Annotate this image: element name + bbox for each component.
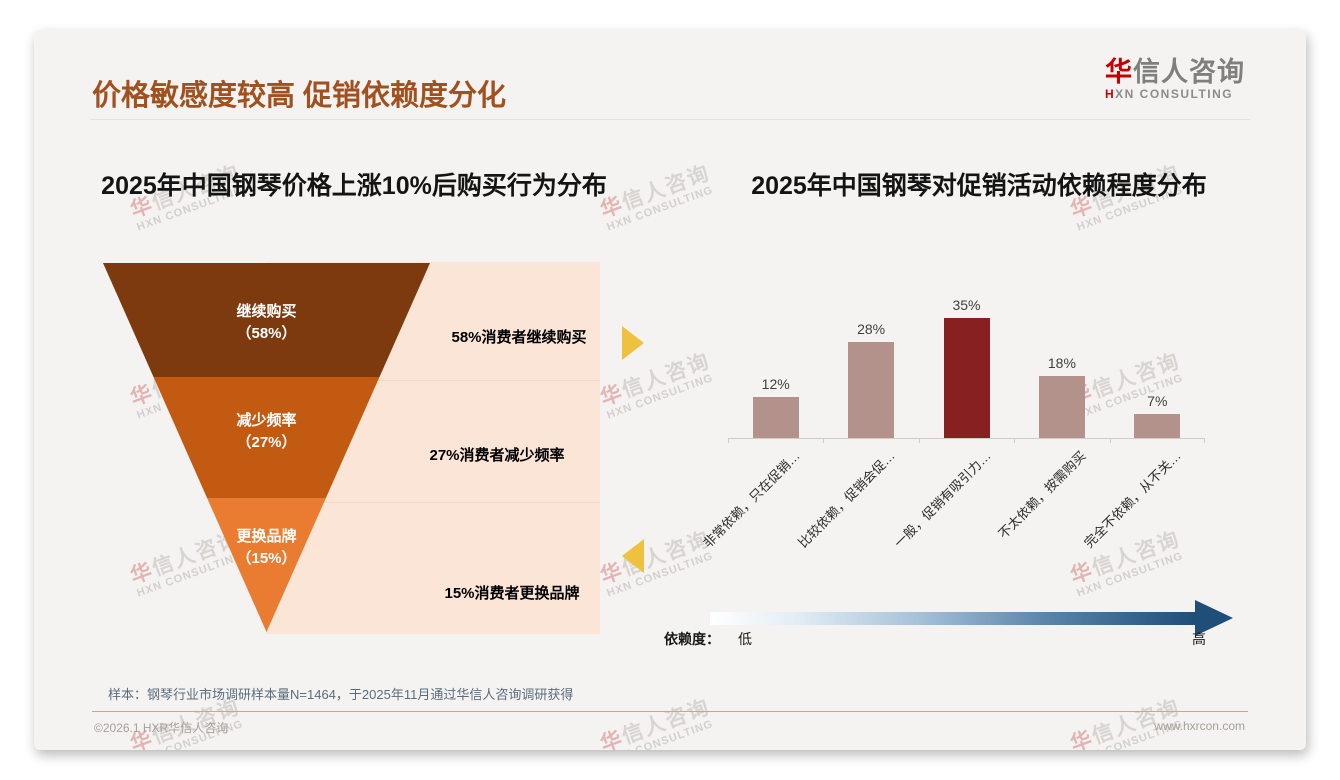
bar-value-label: 28% xyxy=(857,321,886,337)
logo-english-text: HXN CONSULTING xyxy=(1105,87,1234,102)
funnel-annotation-panel: 58%消费者继续购买 27%消费者减少频率 15%消费者更换品牌 xyxy=(266,262,600,634)
funnel-segment-label: 减少频率 （27%） xyxy=(236,412,297,451)
annotation-text: 15%消费者更换品牌 xyxy=(444,585,580,602)
title-divider xyxy=(90,119,1250,120)
right-arrow-icon xyxy=(622,326,644,360)
axis-tick xyxy=(728,438,729,443)
bar-category-label: 不太依赖，按需购买 xyxy=(995,448,1089,542)
bar-category-label: 非常依赖，只在促销… xyxy=(699,448,803,551)
left-arrow-icon xyxy=(622,539,644,573)
funnel-segment-label: 继续购买 （58%） xyxy=(236,303,297,342)
annotation-text: 58%消费者继续购买 xyxy=(451,329,587,346)
axis-tick xyxy=(919,438,920,443)
bar-plot: 12% 非常依赖，只在促销… 28% 比较依赖，促销会促… 35% 一般，促销有吸引力… 1… xyxy=(700,280,1205,551)
dependency-gradient-bar xyxy=(710,612,1195,625)
bar xyxy=(848,342,895,438)
bar-category-label: 一般，促销有吸引力… xyxy=(890,448,994,551)
bar-value-label: 7% xyxy=(1147,393,1168,409)
funnel-segment-label: 更换品牌 （15%） xyxy=(236,528,297,567)
axis-tick xyxy=(1110,438,1111,443)
bar-value-label: 35% xyxy=(952,297,981,313)
bar-category-label: 比较依赖，促销会促… xyxy=(795,448,898,551)
bar-value-label: 12% xyxy=(761,376,790,392)
annotation-row xyxy=(266,502,600,634)
bar-chart-title: 2025年中国钢琴对促销活动依赖程度分布 xyxy=(751,172,1207,200)
bar xyxy=(752,397,799,438)
dependency-axis-label: 依赖度： xyxy=(664,631,720,647)
axis-tick xyxy=(823,438,824,443)
funnel-chart-title: 2025年中国钢琴价格上涨10%后购买行为分布 xyxy=(101,172,607,200)
copyright-text: ©2026.1 HXR华信人咨询 xyxy=(94,721,229,735)
dependency-arrowhead-icon xyxy=(1195,600,1233,636)
bar xyxy=(943,318,990,438)
funnel-segment-continue xyxy=(103,263,430,377)
footer-divider xyxy=(92,711,1248,712)
axis-tick xyxy=(1014,438,1015,443)
website-text: www.hxrcon.com xyxy=(1154,719,1245,733)
bar xyxy=(1038,376,1085,438)
funnel-chart: 继续购买 （58%） 减少频率 （27%） 更换品牌 （15%） xyxy=(103,263,430,632)
sample-footnote: 样本：钢琴行业市场调研样本量N=1464，于2025年11月通过华信人咨询调研获… xyxy=(108,687,574,702)
dependency-high-label: 高 xyxy=(1192,631,1206,647)
axis-tick xyxy=(1204,438,1205,443)
annotation-text: 27%消费者减少频率 xyxy=(429,447,565,464)
logo-chinese-text: 华信人咨询 xyxy=(1105,57,1245,87)
bar-value-label: 18% xyxy=(1047,355,1076,371)
company-logo: 华信人咨询 HXN CONSULTING xyxy=(1105,58,1245,101)
page-title: 价格敏感度较高 促销依赖度分化 xyxy=(92,80,507,112)
dependency-low-label: 低 xyxy=(738,631,752,647)
slide-card: 华信人咨询 HXN CONSULTING 华信人咨询 HXN CONSULTING 华信… xyxy=(34,30,1306,750)
bar xyxy=(1134,414,1181,438)
bar-category-label: 完全不依赖，从不关… xyxy=(1081,448,1185,551)
